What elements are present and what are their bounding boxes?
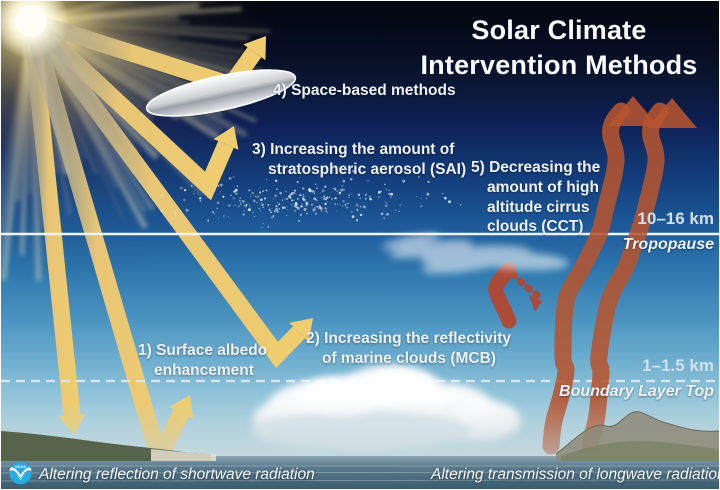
svg-text:NOAA: NOAA	[15, 465, 26, 469]
